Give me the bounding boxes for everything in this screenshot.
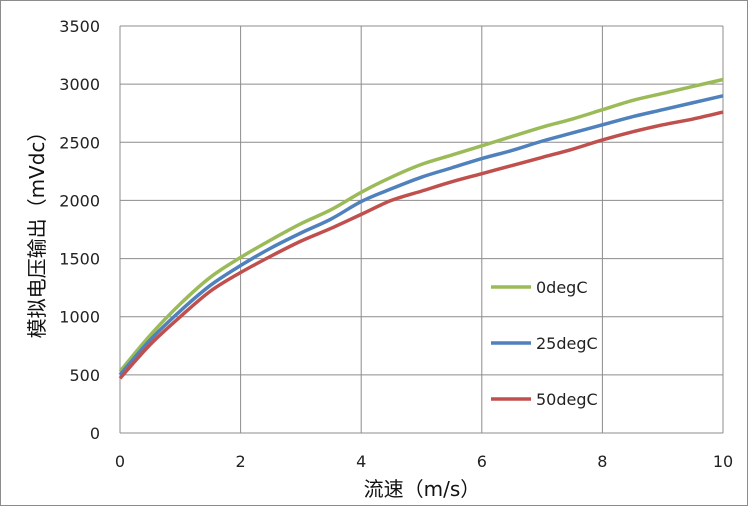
legend-label: 0degC <box>536 278 588 297</box>
y-tick-label: 2000 <box>59 191 100 210</box>
x-tick-label: 2 <box>236 452 246 471</box>
x-axis-title: 流速（m/s） <box>364 477 481 501</box>
legend-label: 50degC <box>536 390 598 409</box>
legend: 0degC 25degC 50degC <box>491 278 598 409</box>
y-tick-label: 2500 <box>59 133 100 152</box>
y-axis-title: 模拟电压输出（mVdc） <box>25 122 49 339</box>
x-tick-label: 0 <box>115 452 125 471</box>
x-tick-label: 6 <box>477 452 487 471</box>
y-tick-label: 3000 <box>59 75 100 94</box>
y-tick-label: 0 <box>90 424 100 443</box>
series-line-2 <box>118 110 724 380</box>
y-tick-label: 1000 <box>59 308 100 327</box>
x-tick-label: 10 <box>713 452 733 471</box>
x-tick-label: 8 <box>597 452 607 471</box>
x-tick-label: 4 <box>356 452 366 471</box>
tick-labels: 0 500 1000 1500 2000 2500 3000 3500 0 2 4 6 8 10 <box>59 17 733 471</box>
y-tick-label: 1500 <box>59 250 100 269</box>
series-line-0 <box>118 77 724 373</box>
gridlines <box>119 25 724 434</box>
series-line-1 <box>118 94 724 377</box>
legend-label: 25degC <box>536 334 598 353</box>
y-tick-label: 3500 <box>59 17 100 36</box>
y-tick-label: 500 <box>69 366 100 385</box>
series-layer <box>118 77 724 380</box>
